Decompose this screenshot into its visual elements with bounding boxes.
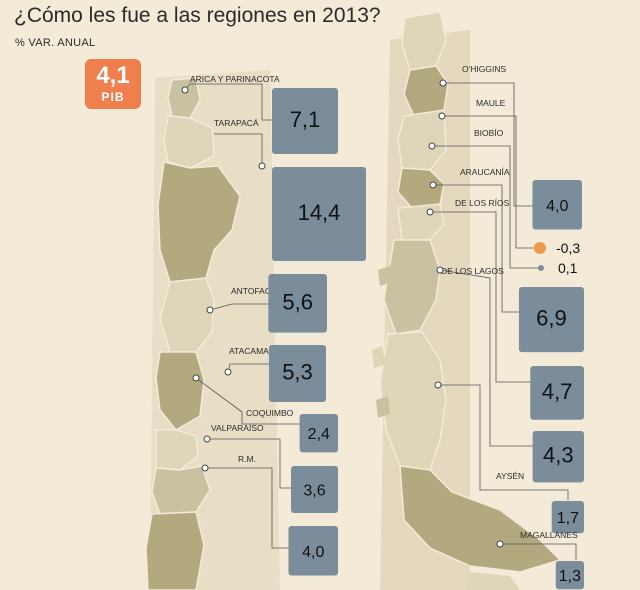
leader-line xyxy=(439,269,536,447)
region-label: BIOBÍO xyxy=(474,128,504,138)
leader-line xyxy=(443,82,538,207)
national-gdp-badge: 4,1 PIB xyxy=(85,59,141,109)
region-dot xyxy=(201,464,209,472)
leader-line xyxy=(207,438,293,489)
region-dot xyxy=(429,181,437,189)
region-label: ATACAMA xyxy=(229,346,269,356)
value-label: 6,9 xyxy=(536,306,567,331)
region-atacama xyxy=(159,277,215,353)
region-magallanes xyxy=(399,465,562,573)
value-box xyxy=(271,88,338,155)
region-label: DE LOS LAGOS xyxy=(441,266,504,276)
value-box xyxy=(299,414,338,453)
island-1 xyxy=(378,266,392,286)
value-label: 4,3 xyxy=(543,443,574,468)
region-dot xyxy=(206,306,214,314)
region-dot xyxy=(181,86,189,94)
region-antofagasta xyxy=(157,161,241,283)
value-label: 2,4 xyxy=(308,426,330,443)
leader-line xyxy=(500,543,577,560)
value-label: 3,6 xyxy=(303,483,325,500)
region-label: MAGALLANES xyxy=(520,530,578,540)
value-mark xyxy=(534,242,546,254)
region-label: ARAUCANÍA xyxy=(460,167,510,177)
region-label: R.M. xyxy=(238,454,256,464)
leader-line xyxy=(442,115,534,249)
island-4 xyxy=(466,572,520,590)
leader-line xyxy=(214,133,263,166)
value-box xyxy=(551,501,584,534)
island-3 xyxy=(376,396,390,418)
region-dot xyxy=(428,142,436,150)
national-gdp-value: 4,1 xyxy=(96,62,130,89)
region-label: COQUIMBO xyxy=(246,408,294,418)
region-label: ARICA Y PARINACOTA xyxy=(190,74,280,84)
value-label: 1,7 xyxy=(557,510,579,527)
leader-line xyxy=(430,211,532,383)
chart-subtitle: % VAR. ANUAL xyxy=(15,37,96,49)
value-box xyxy=(268,274,327,333)
leader-line xyxy=(205,467,291,549)
region-dot xyxy=(224,368,232,376)
region-rm xyxy=(151,465,211,515)
value-box xyxy=(532,431,584,483)
national-gdp-label: PIB xyxy=(101,90,125,104)
region-label: VALPARAÍSO xyxy=(211,423,264,433)
region-dot xyxy=(436,266,444,274)
value-label: 14,4 xyxy=(298,200,341,225)
region-dot xyxy=(203,435,211,443)
value-box xyxy=(288,526,338,576)
region-label: AYSÉN xyxy=(496,471,524,481)
leader-line xyxy=(184,83,276,121)
region-label: ANTOFAGASTA xyxy=(231,286,293,296)
value-label: 4,7 xyxy=(542,379,573,404)
value-box xyxy=(530,366,584,420)
region-dot xyxy=(192,374,200,382)
region-dot xyxy=(258,162,266,170)
region-dot xyxy=(438,112,446,120)
region-central-north xyxy=(145,511,205,590)
region-label: O'HIGGINS xyxy=(462,64,506,74)
region-dot xyxy=(496,540,504,548)
region-tarapaca xyxy=(163,115,215,169)
value-mark xyxy=(538,265,544,271)
value-label: 4,0 xyxy=(546,198,568,215)
value-label: 0,1 xyxy=(558,260,578,276)
region-dot xyxy=(439,79,447,87)
region-dot xyxy=(426,208,434,216)
value-label: 4,0 xyxy=(302,544,324,561)
region-label: DE LOS RÍOS xyxy=(455,198,510,208)
island-2 xyxy=(372,346,386,368)
value-box xyxy=(518,287,584,353)
region-maule xyxy=(403,65,449,117)
value-box xyxy=(555,561,584,590)
leader-line xyxy=(438,384,569,500)
value-box xyxy=(291,466,338,513)
region-coquimbo xyxy=(155,351,205,431)
value-box xyxy=(532,180,582,230)
leader-line xyxy=(195,377,300,425)
value-label: 7,1 xyxy=(290,107,321,132)
value-label: -0,3 xyxy=(556,240,580,256)
value-box xyxy=(268,345,326,403)
value-label: 1,3 xyxy=(559,568,581,585)
value-label: 5,3 xyxy=(282,360,313,385)
map-north xyxy=(145,77,241,590)
chart-title: ¿Cómo les fue a las regiones en 2013? xyxy=(14,4,381,27)
region-dot xyxy=(434,381,442,389)
leader-line xyxy=(209,303,278,311)
map-south xyxy=(372,11,562,590)
region-marks: ARICA Y PARINACOTA 7,1 TARAPACÁ 14,4 ANTOFAG… xyxy=(181,64,584,590)
region-label: TARAPACÁ xyxy=(214,118,259,128)
leader-line xyxy=(433,184,520,313)
leader-line xyxy=(432,145,538,269)
value-label: 5,6 xyxy=(282,289,313,314)
value-box xyxy=(272,167,366,261)
region-label: MAULE xyxy=(476,98,506,108)
